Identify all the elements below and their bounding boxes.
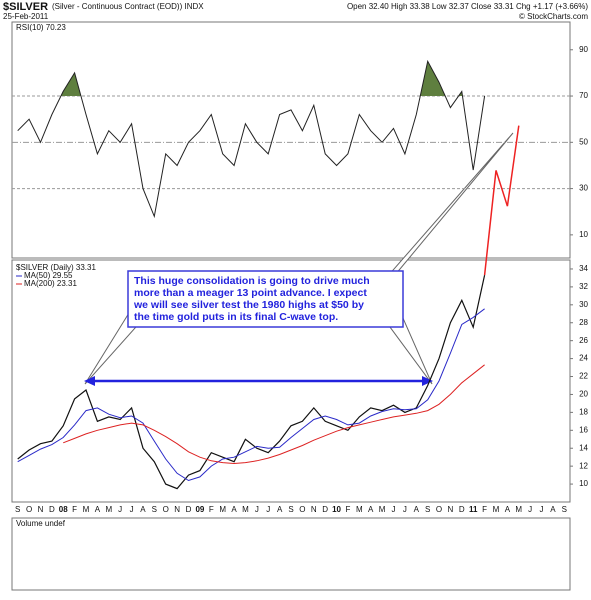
legend-entry: $SILVER (Daily) 33.31 [16, 263, 96, 272]
y-tick-label: 26 [579, 336, 588, 345]
x-tick-label: J [403, 505, 407, 514]
x-tick-label: J [528, 505, 532, 514]
y-tick-label: 10 [579, 230, 588, 239]
y-tick-label: 22 [579, 372, 588, 381]
x-tick-label: N [174, 505, 180, 514]
overbought-fill [17, 61, 485, 97]
x-tick-label: D [186, 505, 192, 514]
x-tick-label: O [299, 505, 305, 514]
y-tick-label: 16 [579, 425, 588, 434]
arrow-head [84, 376, 95, 386]
annotation-text: we will see silver test the 1980 highs a… [133, 299, 364, 311]
y-tick-label: 20 [579, 390, 588, 399]
volume-title: Volume undef [16, 519, 66, 528]
x-tick-label: S [562, 505, 567, 514]
x-tick-label: M [242, 505, 249, 514]
x-tick-label: D [49, 505, 55, 514]
x-tick-label: 09 [195, 505, 204, 514]
series-line [17, 308, 485, 482]
x-tick-label: A [277, 505, 283, 514]
annotation-text: more than a meager 13 point advance. I e… [134, 287, 367, 299]
y-tick-label: 28 [579, 318, 588, 327]
quote: Open 32.40 High 33.38 Low 32.37 Close 33… [347, 2, 588, 11]
arrow-head [422, 376, 433, 386]
y-tick-label: 30 [579, 184, 588, 193]
y-tick-label: 14 [579, 443, 588, 452]
x-tick-label: D [459, 505, 465, 514]
y-tick-label: 12 [579, 461, 588, 470]
x-tick-label: S [288, 505, 293, 514]
x-tick-label: M [356, 505, 363, 514]
date: 25-Feb-2011 [3, 12, 49, 21]
projection-line [483, 125, 520, 276]
overbought-area [17, 61, 485, 97]
x-tick-label: A [95, 505, 101, 514]
x-tick-label: O [26, 505, 32, 514]
x-tick-label: A [505, 505, 511, 514]
annotation-text: This huge consolidation is going to driv… [134, 275, 370, 287]
annotation-box [127, 270, 404, 328]
volume-panel [11, 517, 571, 591]
y-tick-label: 50 [579, 137, 588, 146]
x-tick-label: J [266, 505, 270, 514]
y-tick-label: 70 [579, 91, 588, 100]
x-tick-label: 10 [332, 505, 341, 514]
x-tick-label: A [140, 505, 146, 514]
legend-entry: MA(50) 29.55 [24, 271, 73, 280]
x-tick-label: J [255, 505, 259, 514]
x-tick-label: A [231, 505, 237, 514]
x-tick-label: M [379, 505, 386, 514]
y-tick-label: 18 [579, 407, 588, 416]
x-tick-label: S [15, 505, 20, 514]
x-tick-label: M [83, 505, 90, 514]
x-tick-label: A [414, 505, 420, 514]
annotation-text: the time gold puts in its final C-wave t… [134, 311, 338, 323]
legend-entry: MA(200) 23.31 [24, 279, 77, 288]
x-tick-label: M [515, 505, 522, 514]
series-line [17, 274, 486, 490]
x-tick-label: A [550, 505, 556, 514]
y-tick-label: 32 [579, 282, 588, 291]
annotation-callout: This huge consolidation is going to driv… [84, 132, 514, 386]
y-tick-label: 34 [579, 264, 588, 273]
x-tick-label: M [219, 505, 226, 514]
x-tick-label: A [368, 505, 374, 514]
x-tick-label: F [482, 505, 487, 514]
y-tick-label: 90 [579, 45, 588, 54]
rsi-line [17, 59, 486, 219]
x-tick-label: F [345, 505, 350, 514]
y-tick-label: 10 [579, 479, 588, 488]
x-tick-label: J [118, 505, 122, 514]
x-tick-label: N [311, 505, 317, 514]
x-tick-label: M [493, 505, 500, 514]
x-tick-label: N [448, 505, 454, 514]
rsi-legend: RSI(10) 70.23 [16, 23, 66, 32]
description: (Silver - Continuous Contract (EOD)) IND… [52, 2, 204, 11]
x-tick-label: 08 [59, 505, 68, 514]
x-tick-label: J [130, 505, 134, 514]
x-tick-label: F [72, 505, 77, 514]
x-tick-label: M [105, 505, 112, 514]
x-tick-label: N [38, 505, 44, 514]
symbol: $SILVER [3, 1, 48, 13]
y-tick-label: 24 [579, 354, 588, 363]
x-tick-label: S [152, 505, 157, 514]
x-tick-label: O [436, 505, 442, 514]
y-tick-label: 30 [579, 300, 588, 309]
x-tick-label: O [163, 505, 169, 514]
copyright: © StockCharts.com [519, 12, 588, 21]
x-tick-label: J [391, 505, 395, 514]
series-line [63, 364, 485, 465]
rsi-panel [11, 21, 571, 259]
x-tick-label: D [322, 505, 328, 514]
x-tick-label: J [540, 505, 544, 514]
x-tick-label: S [425, 505, 430, 514]
x-tick-label: F [209, 505, 214, 514]
x-tick-label: 11 [469, 505, 478, 514]
